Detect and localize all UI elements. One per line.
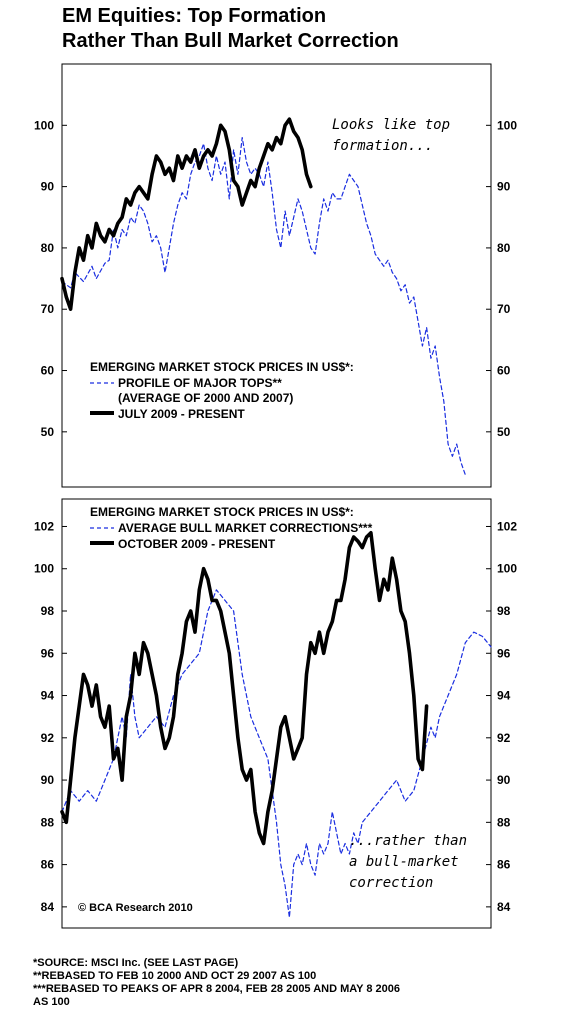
top-right-tick-label: 60 (497, 364, 511, 378)
top-panel: 50 50 60 60 70 70 80 80 90 90 100 100 (34, 63, 517, 488)
bottom-left-tick-label: 100 (34, 562, 54, 576)
bottom-panel: 84 84 86 86 88 88 90 90 92 92 94 94 96 96 98 98 100 100 10… (34, 498, 517, 929)
top-right-tick-label: 90 (497, 180, 511, 194)
top-left-tick-label: 80 (41, 241, 55, 255)
bottom-right-tick-label: 90 (497, 773, 511, 787)
top-annotation-line-2: formation... (332, 138, 433, 154)
top-left-tick-label: 60 (41, 364, 55, 378)
top-annotation-line-1: Looks like top (332, 117, 450, 133)
bottom-right-tick-label: 88 (497, 815, 511, 829)
bottom-annotation-line-3: correction (349, 875, 433, 891)
bottom-legend-heading: EMERGING MARKET STOCK PRICES IN US$*: (90, 505, 354, 519)
bottom-left-tick-label: 88 (41, 815, 55, 829)
bottom-left-tick-label: 84 (41, 900, 55, 914)
top-right-tick-label: 100 (497, 118, 517, 132)
top-right-tick-label: 80 (497, 241, 511, 255)
bottom-left-tick-label: 86 (41, 858, 55, 872)
top-legend-entry-1: PROFILE OF MAJOR TOPS** (118, 376, 282, 390)
bottom-left-tick-label: 94 (41, 689, 55, 703)
copyright: © BCA Research 2010 (78, 902, 193, 914)
bottom-right-tick-label: 96 (497, 646, 511, 660)
bottom-right-tick-label: 84 (497, 900, 511, 914)
bottom-left-tick-label: 102 (34, 519, 54, 533)
bottom-right-tick-label: 92 (497, 731, 511, 745)
top-left-tick-label: 90 (41, 180, 55, 194)
bottom-plot-frame (61, 498, 492, 929)
bottom-annotation-line-2: a bull-market (349, 854, 459, 870)
bottom-right-tick-label: 94 (497, 689, 511, 703)
bottom-right-tick-label: 102 (497, 519, 517, 533)
bottom-right-tick-label: 100 (497, 562, 517, 576)
bottom-annotation-line-1: ...rather than (349, 833, 467, 849)
chart-title: EM Equities: Top Formation Rather Than B… (62, 4, 399, 54)
top-left-tick-label: 50 (41, 425, 55, 439)
bottom-left-tick-label: 90 (41, 773, 55, 787)
top-legend-entry-2: JULY 2009 - PRESENT (118, 407, 245, 421)
bottom-dashed-series-line (61, 589, 492, 918)
top-legend-heading: EMERGING MARKET STOCK PRICES IN US$*: (90, 360, 354, 374)
top-legend-entry-1b: (AVERAGE OF 2000 AND 2007) (118, 391, 293, 405)
top-right-tick-label: 50 (497, 425, 511, 439)
footnotes: *SOURCE: MSCI Inc. (SEE LAST PAGE) **REB… (33, 957, 400, 1009)
bottom-left-tick-label: 98 (41, 604, 55, 618)
top-dashed-series-line (61, 137, 466, 476)
bottom-legend-entry-2: OCTOBER 2009 - PRESENT (118, 537, 276, 551)
title-line-1: EM Equities: Top Formation (62, 5, 327, 27)
bottom-left-tick-label: 96 (41, 646, 55, 660)
top-right-tick-label: 70 (497, 302, 511, 316)
bottom-legend-entry-1: AVERAGE BULL MARKET CORRECTIONS*** (118, 521, 373, 535)
title-line-2: Rather Than Bull Market Correction (62, 30, 399, 52)
footnote-3: ***REBASED TO PEAKS OF APR 8 2004, FEB 2… (33, 983, 401, 995)
footnote-4: AS 100 (33, 996, 70, 1008)
bottom-left-tick-label: 92 (41, 731, 55, 745)
top-left-tick-label: 100 (34, 118, 54, 132)
footnote-2: **REBASED TO FEB 10 2000 AND OCT 29 2007… (33, 970, 317, 982)
footnote-1: *SOURCE: MSCI Inc. (SEE LAST PAGE) (33, 957, 239, 969)
bottom-right-tick-label: 98 (497, 604, 511, 618)
bottom-right-tick-label: 86 (497, 858, 511, 872)
top-solid-series-line (60, 117, 313, 311)
top-left-tick-label: 70 (41, 302, 55, 316)
top-plot-frame (61, 63, 492, 488)
bottom-solid-series-line (60, 531, 429, 846)
